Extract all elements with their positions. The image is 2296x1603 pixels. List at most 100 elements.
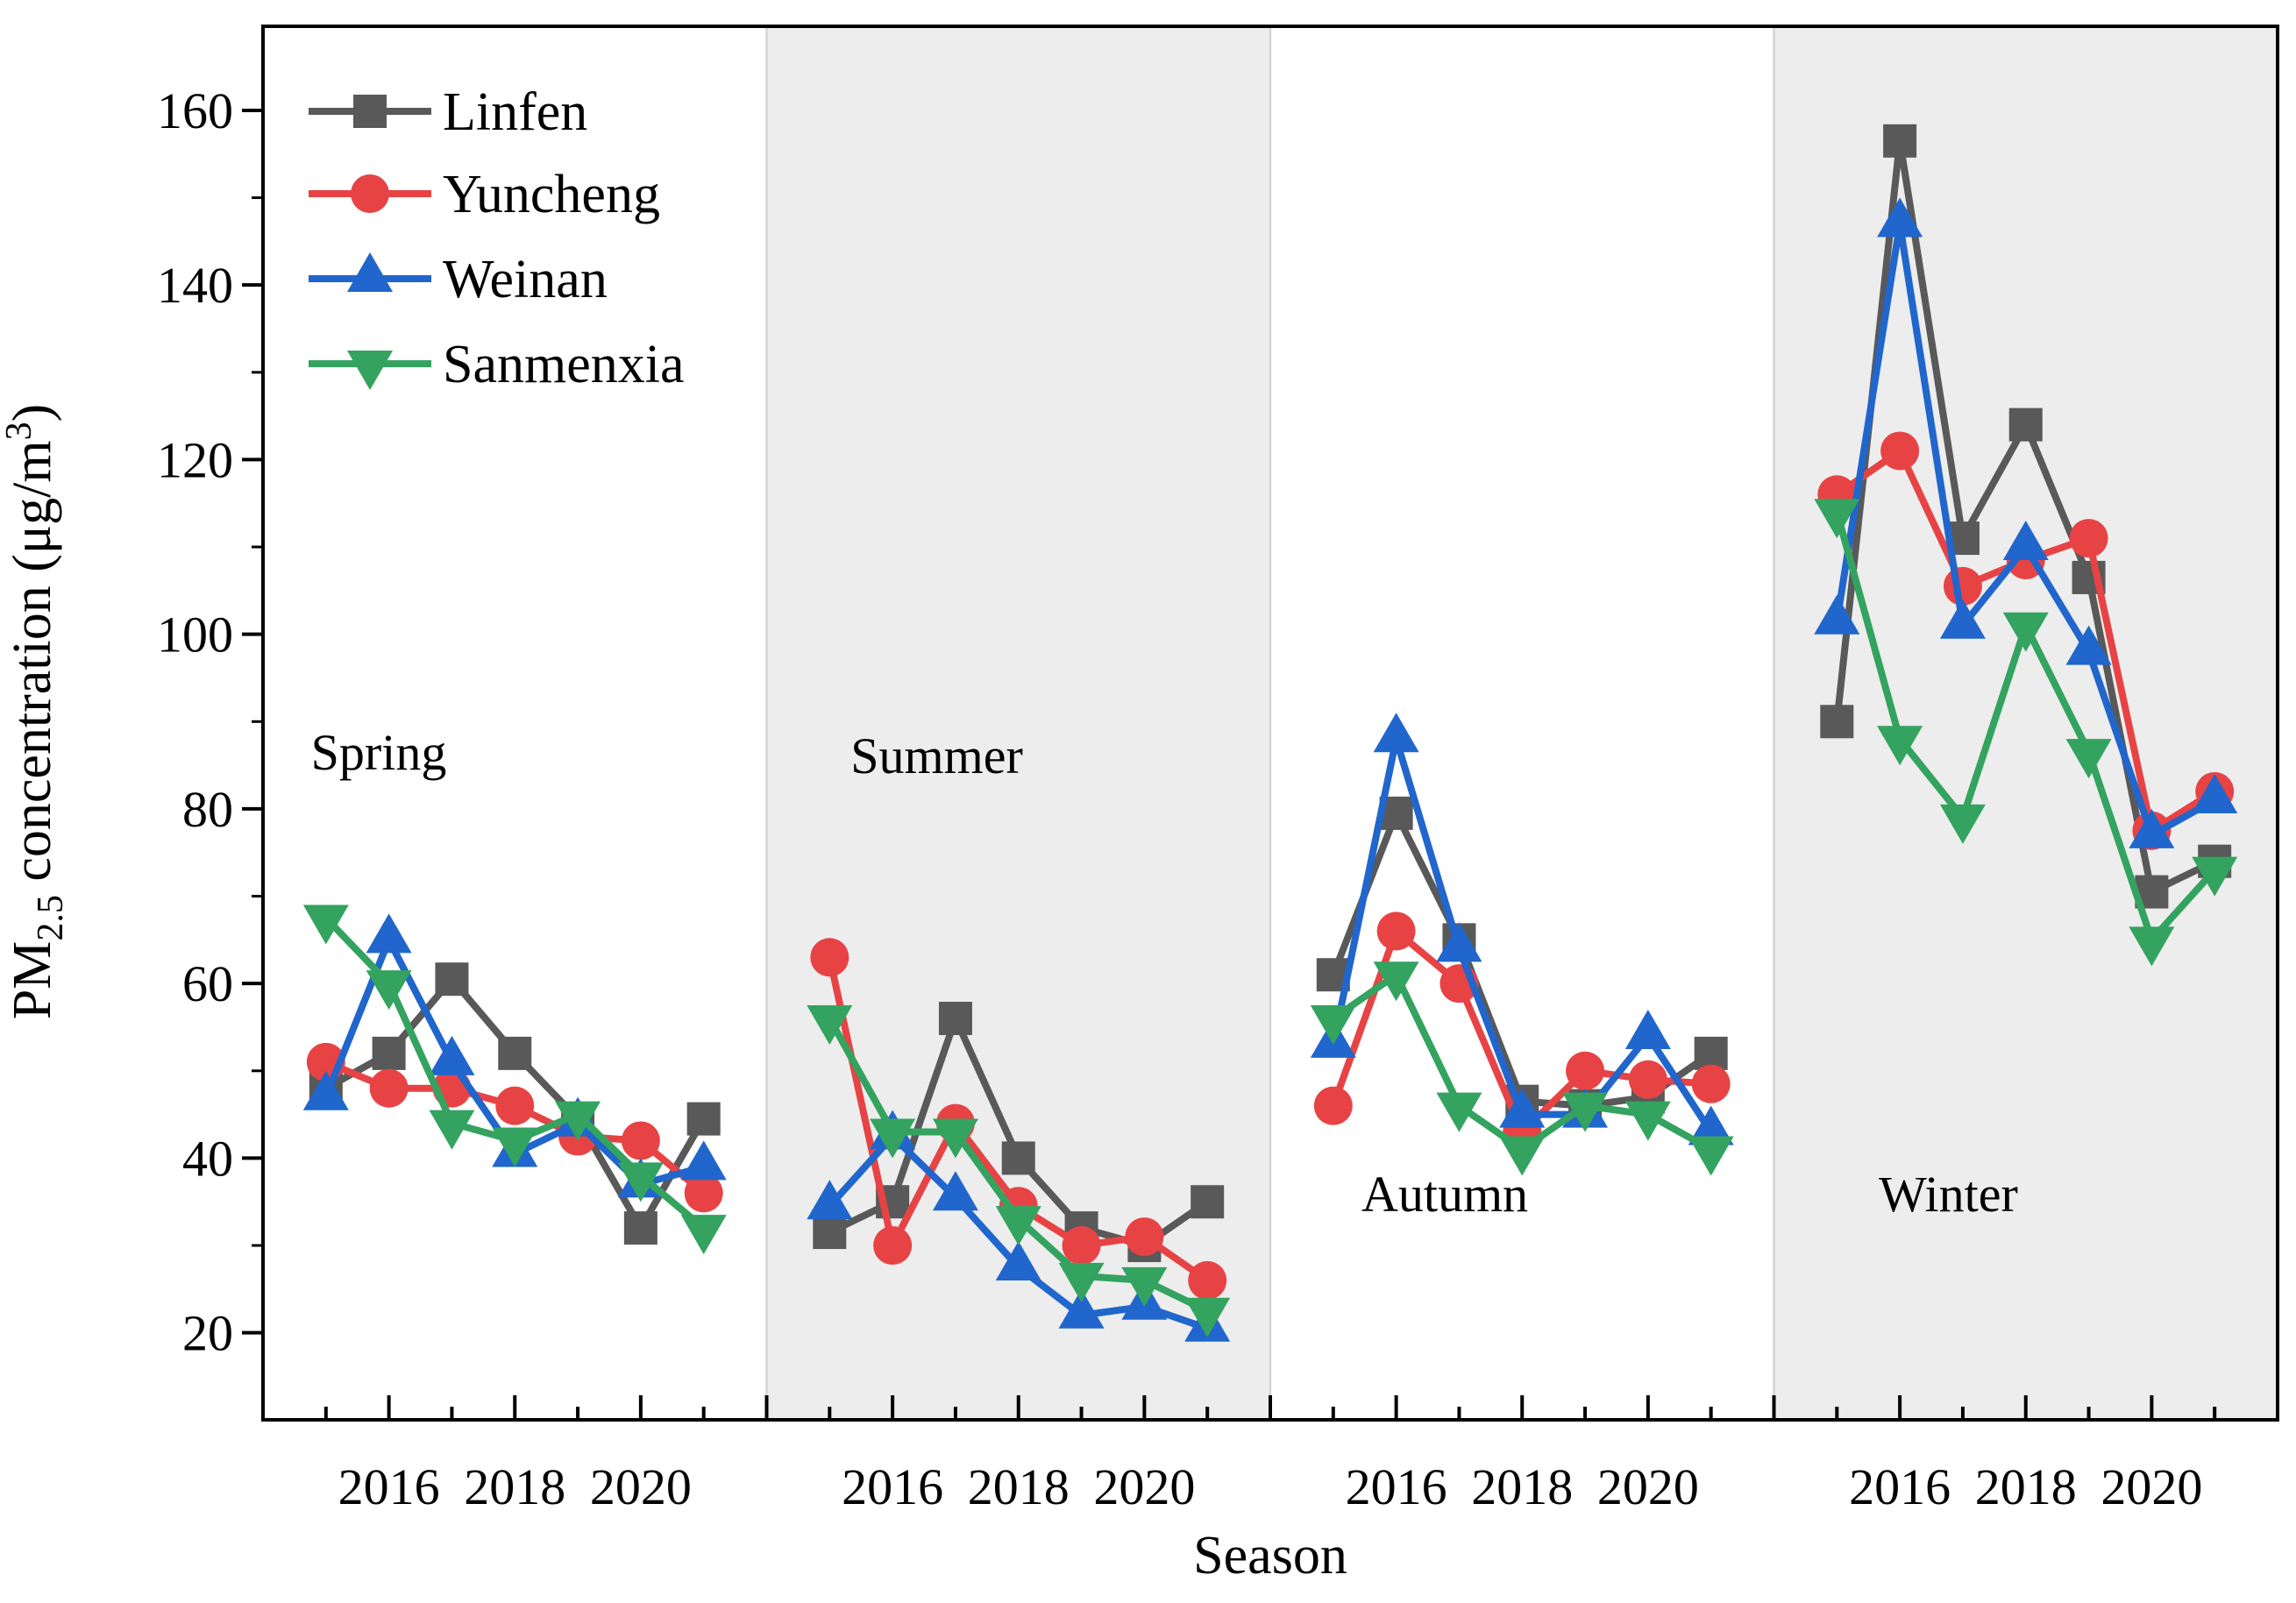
- data-point-marker: [2008, 408, 2043, 442]
- data-point-marker: [1062, 1226, 1101, 1266]
- data-point-marker: [2192, 856, 2238, 897]
- x-tick-label: 2016: [842, 1458, 943, 1515]
- legend-label: Linfen: [443, 82, 587, 142]
- data-point-marker: [680, 1140, 727, 1181]
- data-point-marker: [1436, 1092, 1482, 1132]
- data-point-marker: [1499, 1088, 1546, 1128]
- data-point-marker: [810, 938, 849, 977]
- y-tick-label: 120: [157, 431, 233, 488]
- data-point-marker: [1188, 1260, 1227, 1300]
- data-point-marker: [873, 1226, 913, 1266]
- data-point-marker: [807, 1180, 853, 1220]
- data-point-marker: [302, 904, 349, 945]
- season-label-autumn: Autumn: [1361, 1166, 1528, 1223]
- data-point-marker: [1499, 1136, 1546, 1176]
- data-point-marker: [1373, 961, 1419, 1002]
- x-tick-label: 2020: [590, 1458, 692, 1515]
- data-point-marker: [369, 1068, 409, 1108]
- data-point-marker: [1694, 1036, 1728, 1070]
- legend-marker-circle: [351, 174, 389, 213]
- data-point-marker: [555, 1101, 601, 1141]
- data-point-marker: [2129, 808, 2175, 848]
- data-point-marker: [1058, 1288, 1105, 1329]
- legend-label: Weinan: [443, 250, 608, 309]
- data-point-marker: [1688, 1105, 1734, 1146]
- data-point-marker: [1376, 911, 1416, 951]
- y-axis-title: PM2.5 concentration (μg/m3): [0, 404, 71, 1020]
- data-point-marker: [1125, 1217, 1164, 1257]
- data-point-marker: [1628, 1060, 1667, 1099]
- data-point-marker: [1688, 1136, 1734, 1176]
- data-point-marker: [1880, 431, 1920, 471]
- data-point-marker: [1624, 1101, 1671, 1141]
- data-point-marker: [372, 1036, 406, 1070]
- data-point-marker: [995, 1240, 1041, 1280]
- data-point-marker: [366, 913, 412, 954]
- season-label-spring: Spring: [311, 724, 447, 781]
- x-tick-label: 2016: [1849, 1458, 1951, 1515]
- data-point-marker: [1814, 499, 1860, 539]
- legend-item-weinan: Weinan: [309, 250, 608, 309]
- data-point-marker: [813, 1216, 847, 1250]
- data-point-marker: [2069, 519, 2108, 558]
- data-point-marker: [2065, 625, 2112, 665]
- x-axis-title: Season: [1193, 1526, 1347, 1585]
- data-point-marker: [686, 1102, 721, 1136]
- legend-label: Sanmenxia: [443, 335, 685, 394]
- data-point-marker: [1877, 197, 1923, 238]
- data-point-marker: [623, 1211, 658, 1245]
- data-point-marker: [1939, 599, 1986, 639]
- data-point-marker: [429, 1035, 475, 1075]
- data-point-marker: [495, 1086, 535, 1125]
- data-point-marker: [1121, 1266, 1168, 1307]
- legend: Linfen Yuncheng Weinan Sanmenxia: [309, 82, 685, 394]
- x-tick-label: 2020: [1597, 1458, 1699, 1515]
- data-point-marker: [1436, 922, 1482, 962]
- x-tick-label: 2018: [1471, 1458, 1573, 1515]
- x-tick-label: 2018: [968, 1458, 1070, 1515]
- data-point-marker: [1820, 705, 1854, 739]
- data-point-marker: [1691, 1064, 1731, 1103]
- y-tick-label: 40: [182, 1130, 233, 1187]
- data-point-marker: [1883, 124, 1917, 158]
- data-point-marker: [932, 1171, 978, 1211]
- data-point-marker: [621, 1121, 660, 1160]
- legend-item-yuncheng: Yuncheng: [309, 165, 660, 224]
- data-point-marker: [2129, 926, 2175, 967]
- y-tick-label: 80: [182, 781, 233, 838]
- y-tick-label: 20: [182, 1305, 233, 1362]
- season-label-winter: Winter: [1879, 1166, 2018, 1223]
- data-point-marker: [684, 1174, 723, 1213]
- data-point-marker: [1566, 1051, 1605, 1090]
- x-tick-label: 2020: [1093, 1458, 1195, 1515]
- data-point-marker: [995, 1206, 1041, 1246]
- data-point-marker: [870, 1118, 916, 1159]
- y-tick-label: 140: [157, 257, 233, 314]
- x-tick-label: 2016: [1346, 1458, 1447, 1515]
- data-point-marker: [492, 1127, 538, 1167]
- data-point-marker: [1310, 1005, 1356, 1046]
- data-point-marker: [1624, 1009, 1671, 1049]
- data-point-marker: [1562, 1092, 1609, 1132]
- data-point-marker: [807, 1005, 853, 1046]
- season-label-summer: Summer: [850, 727, 1023, 784]
- legend-item-sanmenxia: Sanmenxia: [309, 335, 685, 394]
- legend-marker-triangle-up: [347, 252, 393, 292]
- legend-item-linfen: Linfen: [309, 82, 587, 142]
- data-point-marker: [2002, 521, 2049, 561]
- data-point-marker: [498, 1036, 532, 1070]
- data-point-marker: [617, 1162, 664, 1202]
- data-point-marker: [1939, 804, 1986, 844]
- x-tick-label: 2018: [464, 1458, 565, 1515]
- y-tick-label: 60: [182, 955, 233, 1012]
- data-point-marker: [680, 1215, 727, 1255]
- series-sanmenxia: [302, 499, 2238, 1337]
- legend-label: Yuncheng: [443, 165, 660, 224]
- data-point-marker: [1058, 1262, 1105, 1302]
- y-tick-label: 160: [157, 82, 233, 139]
- data-point-marker: [1184, 1297, 1231, 1337]
- data-point-marker: [435, 962, 469, 997]
- data-point-marker: [1001, 1141, 1035, 1175]
- plot-frame: [261, 25, 2279, 1422]
